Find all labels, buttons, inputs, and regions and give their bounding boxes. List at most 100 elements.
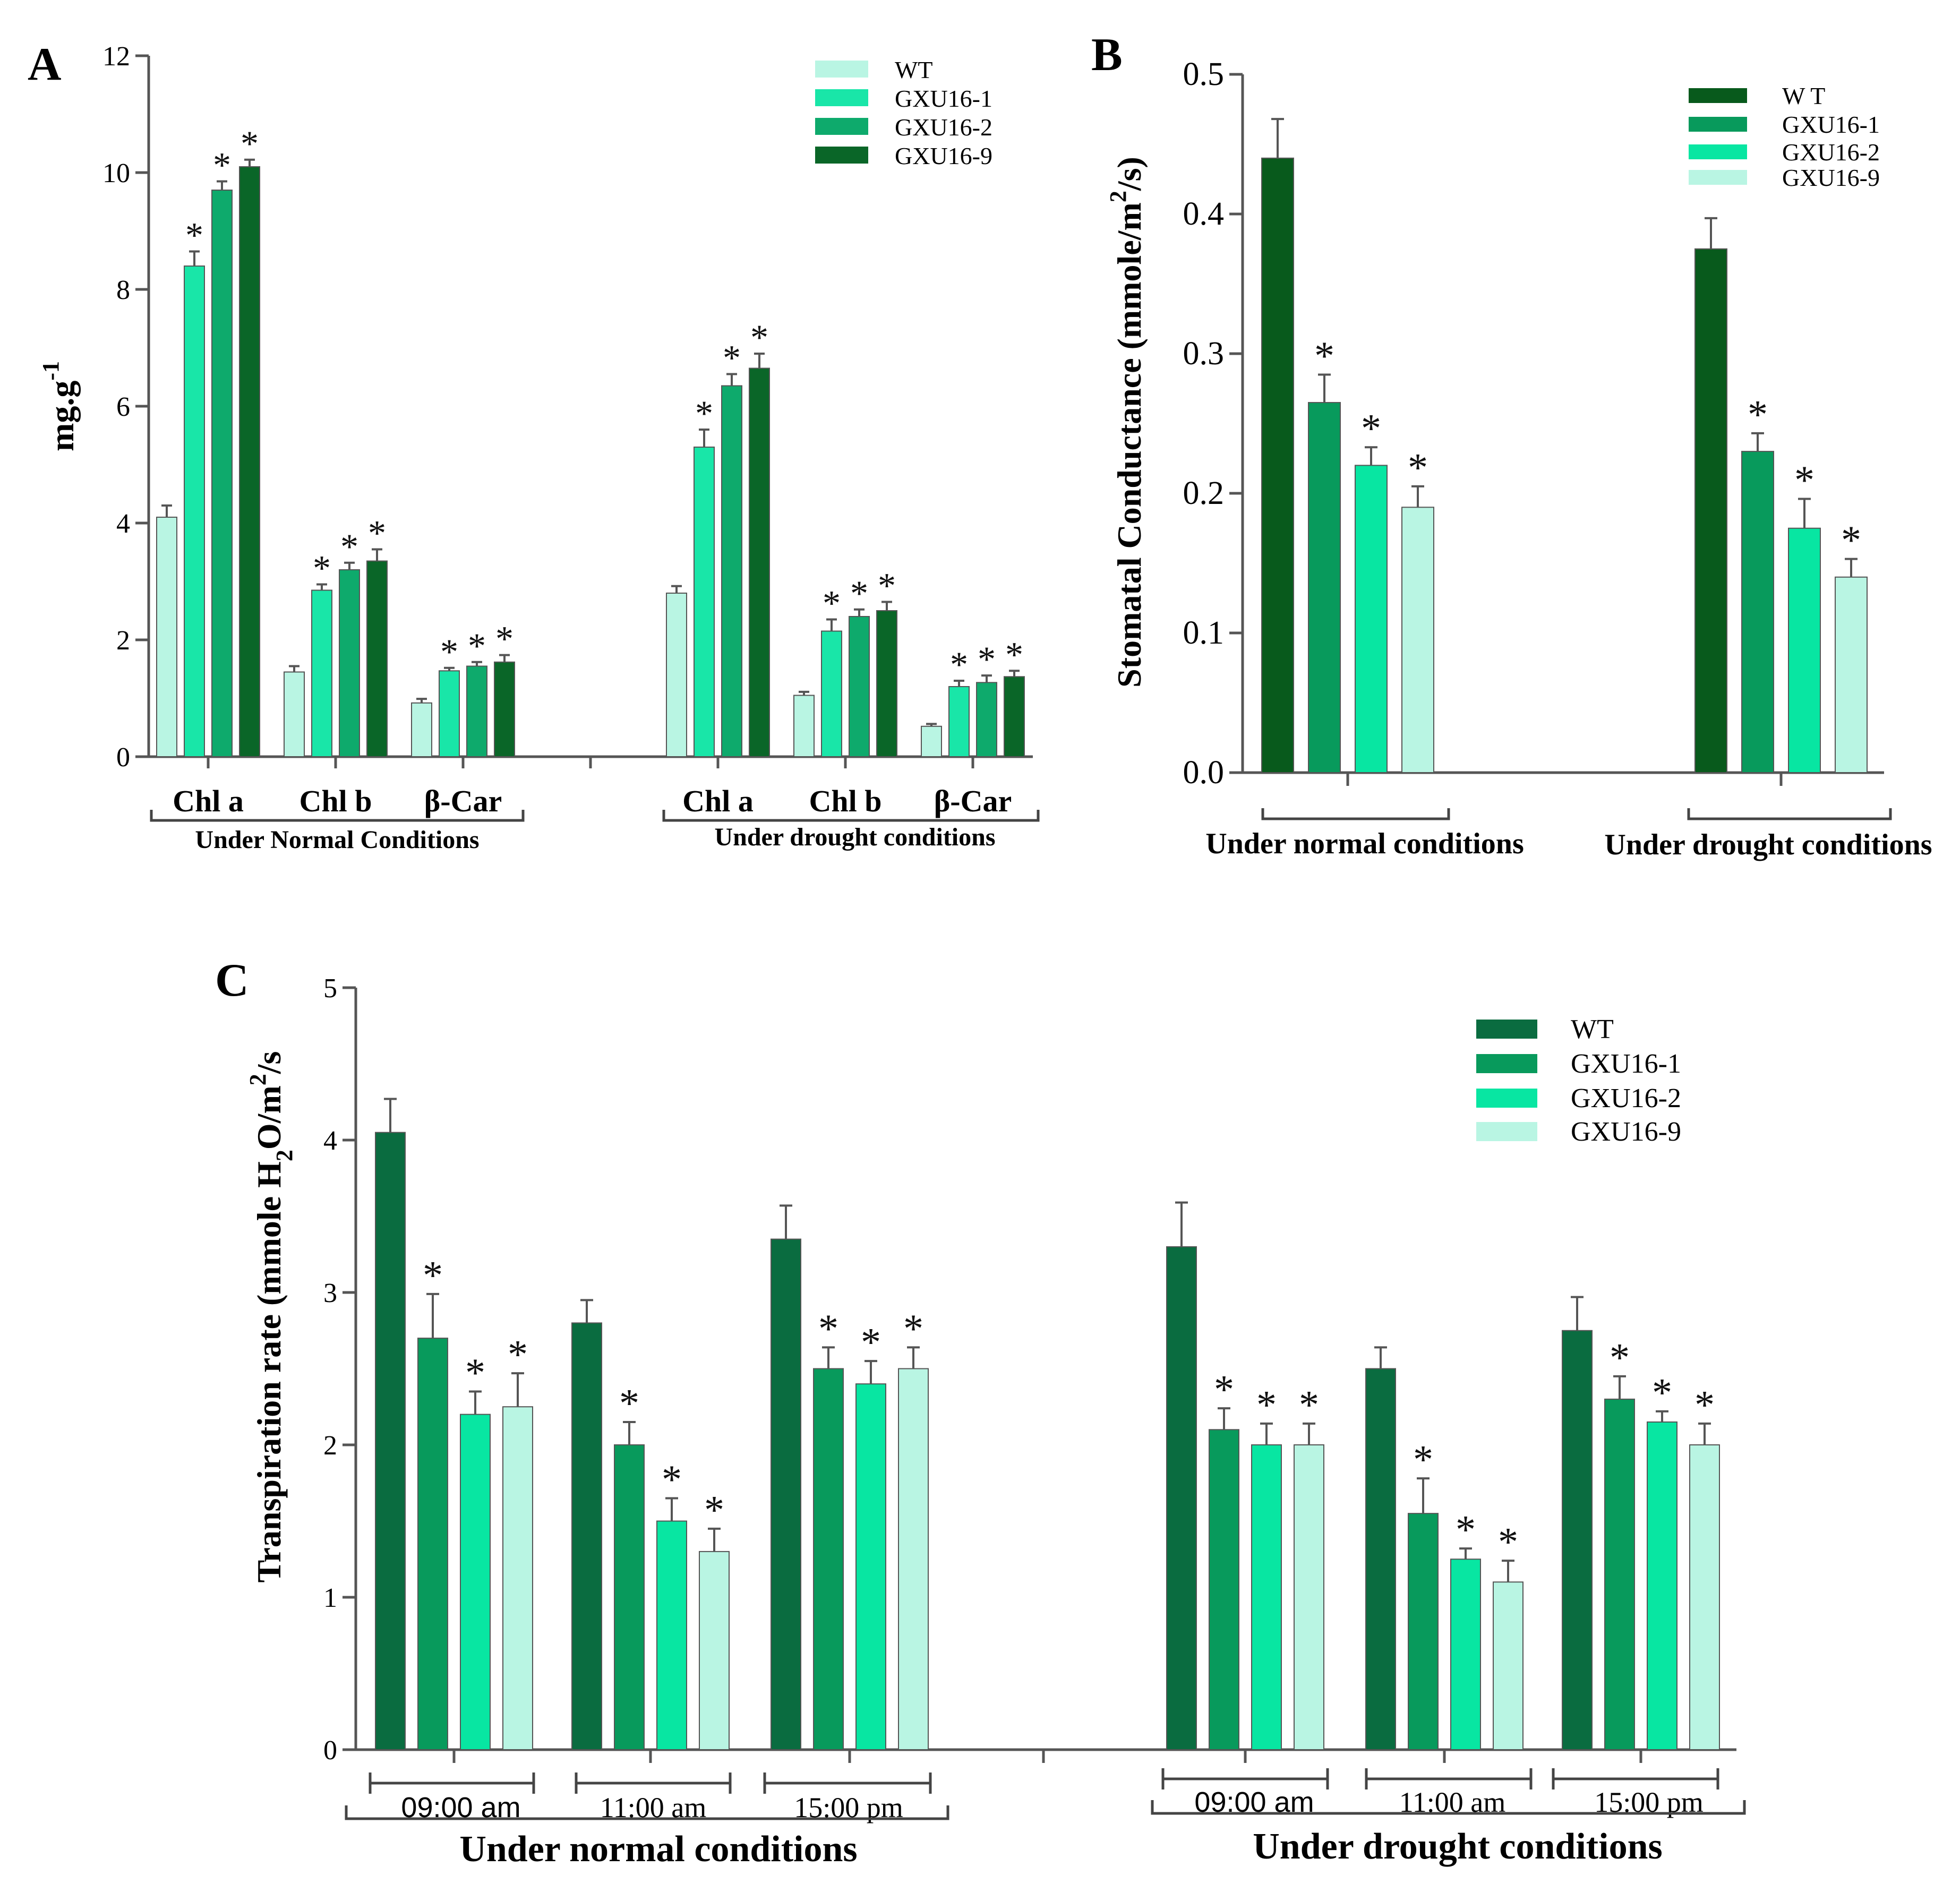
bar — [375, 1132, 406, 1750]
legend-swatch — [1476, 1020, 1537, 1039]
panel-a-group-label: Under drought conditions — [714, 823, 995, 851]
legend-swatch — [1689, 117, 1747, 132]
error-bar — [372, 548, 382, 561]
error-bar — [384, 1098, 397, 1133]
panel-a-bracket-drought — [662, 810, 1040, 822]
bar — [439, 670, 460, 758]
panel-c-y-axis-title: Transpiration rate (mmole H2O/m2/s — [245, 1051, 297, 1583]
legend-swatch — [1476, 1089, 1537, 1108]
error-bar — [623, 1420, 636, 1445]
error-bar — [1502, 1560, 1514, 1582]
bar — [366, 560, 388, 757]
panel-c-time-bracket — [575, 1772, 732, 1794]
error-bar — [726, 373, 737, 386]
error-bar — [416, 698, 427, 703]
error-bar — [1459, 1547, 1472, 1560]
panel-b-ytick: 0.5 — [1183, 56, 1225, 92]
bar — [721, 385, 742, 757]
significance-marker: * — [440, 631, 458, 672]
error-bar — [1260, 1422, 1273, 1445]
bar — [494, 661, 515, 758]
error-bar — [907, 1346, 920, 1369]
panel-a-ytick: 4 — [116, 509, 130, 539]
panel-a-ytick: 12 — [102, 41, 130, 72]
panel-b-x-axis: Under normal conditions Under drought co… — [1205, 771, 1932, 861]
error-bar — [289, 665, 299, 672]
bar — [1355, 465, 1388, 773]
bar — [921, 725, 942, 758]
error-bar — [1318, 373, 1331, 403]
error-bar — [1365, 446, 1377, 466]
panel-c-time-bracket — [1161, 1768, 1329, 1789]
panel-a-y-axis-title: mg.g-1 — [38, 361, 81, 451]
panel-a: A 0 2 4 6 8 10 12 mg.g-1 — [28, 39, 1040, 854]
panel-a-bracket-normal — [150, 810, 525, 822]
panel-b-bracket-normal — [1261, 808, 1450, 820]
panel-c-time-bracket — [369, 1772, 535, 1794]
significance-marker: * — [465, 1351, 485, 1395]
significance-marker: * — [1005, 634, 1023, 674]
bar — [898, 1368, 929, 1750]
error-bar — [1175, 1201, 1188, 1247]
bar — [666, 593, 687, 757]
bar — [239, 166, 260, 757]
panel-c-y-axis: 0 1 2 3 4 5 Transpiration rate (mmole H2… — [245, 973, 357, 1766]
panel-c-group-label: Under normal conditions — [459, 1829, 857, 1870]
bar — [311, 589, 332, 757]
bar — [1647, 1421, 1677, 1750]
legend-label: WT — [1571, 1014, 1614, 1044]
panel-c-category-labels: 09:00 am 11:00 am 15:00 pm 09:00 am 11:0… — [345, 1768, 1746, 1870]
error-bar — [1571, 1296, 1584, 1331]
bar — [1604, 1398, 1635, 1750]
significance-marker: * — [1694, 1383, 1715, 1427]
bar — [1493, 1581, 1524, 1751]
error-bar — [1705, 217, 1717, 249]
panel-a-ytick: 6 — [116, 392, 130, 422]
error-bar — [1218, 1407, 1230, 1430]
error-bar — [1417, 1477, 1430, 1514]
significance-marker: * — [1794, 458, 1815, 503]
bar — [411, 702, 432, 758]
error-bar — [954, 680, 964, 687]
panel-a-subgroup-label: Chl b — [299, 784, 372, 818]
panel-a-ytick: 2 — [116, 626, 130, 656]
panel-a-label: A — [28, 39, 62, 90]
bar — [339, 569, 360, 757]
legend-label: GXU16-2 — [1782, 139, 1880, 166]
panel-c-ytick: 3 — [323, 1278, 337, 1308]
panel-c-x-axis — [356, 1748, 1736, 1763]
panel-c-time-bracket — [1365, 1768, 1533, 1789]
bar — [849, 616, 870, 757]
significance-marker: * — [1361, 406, 1381, 451]
panel-c-bracket-drought — [1151, 1800, 1746, 1815]
legend-swatch — [815, 61, 868, 78]
significance-marker: * — [723, 338, 741, 378]
error-bar — [244, 158, 255, 167]
panel-b-ytick: 0.1 — [1183, 615, 1225, 651]
bar — [156, 517, 177, 757]
significance-marker: * — [1214, 1367, 1234, 1412]
significance-marker: * — [1841, 518, 1861, 563]
significance-marker: * — [185, 215, 203, 255]
panel-b-y-axis-title: Stomatal Conductance (mmole/m2/s) — [1105, 157, 1148, 688]
legend-swatch — [1476, 1122, 1537, 1141]
bar — [793, 695, 815, 757]
error-bar — [1411, 485, 1424, 508]
error-bar — [469, 1390, 482, 1415]
legend-label: GXU16-9 — [895, 142, 992, 169]
bar — [460, 1414, 491, 1751]
error-bar — [780, 1204, 792, 1239]
significance-marker: * — [950, 644, 968, 684]
bar — [1689, 1444, 1720, 1750]
bar — [1450, 1559, 1481, 1750]
significance-marker: * — [978, 639, 996, 679]
bar — [502, 1406, 533, 1750]
error-bar — [426, 1292, 439, 1339]
error-bar — [1613, 1375, 1626, 1399]
error-bar — [1698, 1422, 1711, 1445]
significance-marker: * — [1413, 1437, 1433, 1482]
panel-a-subgroup-label: β-Car — [934, 784, 1012, 818]
panel-c-ytick: 4 — [323, 1126, 337, 1156]
legend-label: GXU16-2 — [1571, 1083, 1681, 1114]
legend-label: GXU16-1 — [1571, 1049, 1681, 1079]
